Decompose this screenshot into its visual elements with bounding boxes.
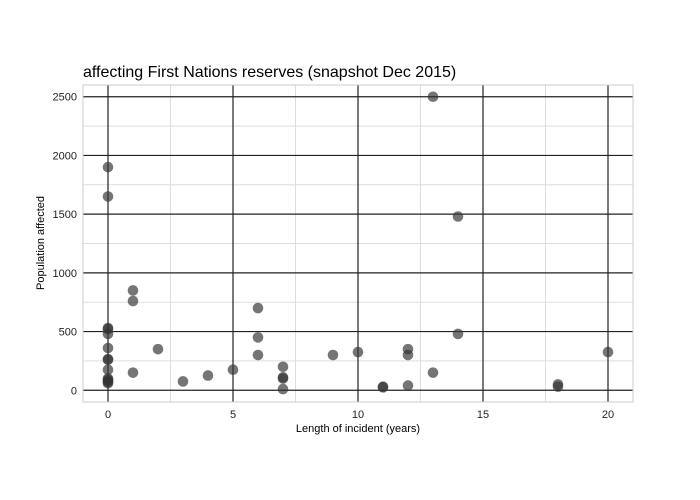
data-point <box>377 382 389 393</box>
data-point <box>252 332 264 343</box>
data-point <box>102 328 114 340</box>
data-point <box>127 285 139 296</box>
data-point <box>252 349 264 361</box>
data-point <box>352 346 364 358</box>
data-point <box>452 211 464 222</box>
chart-title: affecting First Nations reserves (snapsh… <box>83 64 456 81</box>
data-point <box>452 328 464 340</box>
panel-border <box>82 84 634 403</box>
data-point <box>102 354 114 366</box>
data-point <box>177 376 189 387</box>
data-point <box>127 367 139 378</box>
data-point <box>252 302 264 314</box>
grid <box>82 84 634 403</box>
x-axis-label: Length of incident (years) <box>296 423 420 435</box>
data-point <box>277 373 289 384</box>
data-point <box>427 367 439 378</box>
data-point <box>327 349 339 361</box>
y-tick-label: 1000 <box>53 268 77 280</box>
tick-labels: 0 5 10 15 20 0 500 1000 1500 2000 2500 <box>53 92 615 421</box>
y-tick-label: 0 <box>71 385 77 397</box>
data-point <box>202 370 214 381</box>
data-point <box>402 380 414 391</box>
x-tick-label: 0 <box>105 409 111 421</box>
data-point <box>102 377 114 389</box>
data-point <box>602 346 614 358</box>
y-tick-label: 2000 <box>53 150 77 162</box>
data-point <box>102 161 114 173</box>
y-axis-label: Population affected <box>35 196 47 290</box>
data-point <box>277 383 289 395</box>
data-points <box>102 91 614 395</box>
data-point <box>427 91 439 103</box>
data-point <box>227 364 239 376</box>
y-tick-label: 2500 <box>53 92 77 104</box>
x-tick-label: 20 <box>602 409 614 421</box>
data-point <box>152 343 164 355</box>
data-point <box>102 191 114 202</box>
x-tick-label: 5 <box>230 409 236 421</box>
data-point <box>102 364 114 376</box>
x-tick-label: 15 <box>477 409 489 421</box>
data-point <box>277 361 289 373</box>
data-point <box>402 349 414 361</box>
y-tick-label: 500 <box>59 327 77 339</box>
x-tick-label: 10 <box>352 409 364 421</box>
data-point <box>127 295 139 307</box>
y-tick-label: 1500 <box>53 209 77 221</box>
data-point <box>552 381 564 393</box>
data-point <box>102 342 114 354</box>
